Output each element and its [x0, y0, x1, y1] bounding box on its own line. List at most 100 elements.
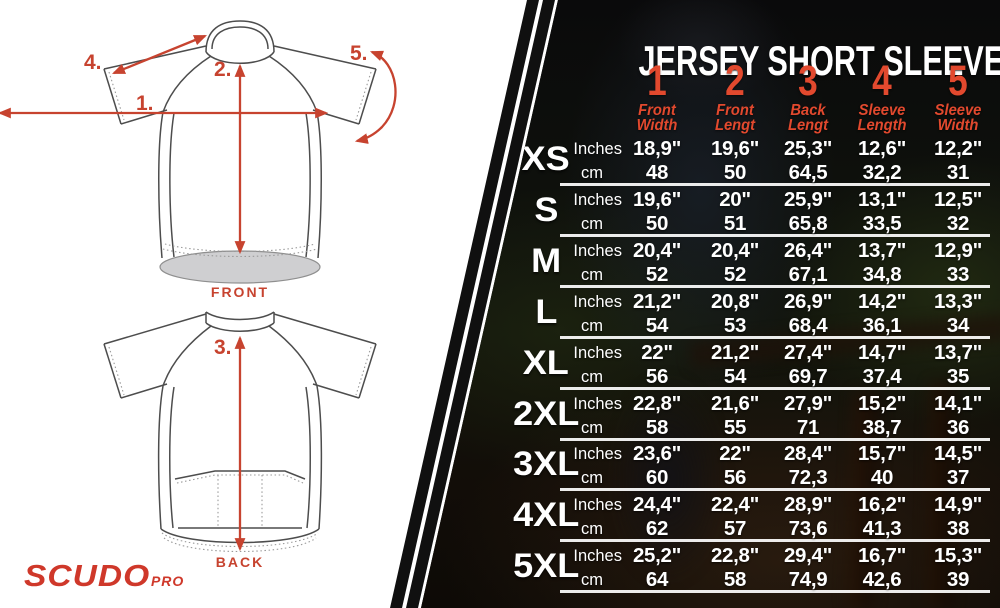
size-row-XS: XS Inches cm 18,9" 48 19,6" 50 25,3" 64,5 12,6… — [421, 136, 1000, 187]
marker-5: 5. — [350, 42, 368, 65]
value-cm: 57 — [723, 517, 747, 540]
value-inches: 28,4" — [783, 442, 833, 465]
size-label: 4XL — [512, 496, 580, 534]
value-cm: 64 — [645, 568, 669, 591]
value-inches: 27,4" — [783, 341, 833, 364]
value-inches: 14,7" — [857, 341, 907, 364]
value-inches: 29,4" — [783, 544, 833, 567]
column-header-3: 3 Back Lengt — [787, 57, 829, 134]
value-cm: 69,7 — [788, 365, 828, 388]
value-inches: 26,9" — [783, 290, 833, 313]
value-cm: 40 — [870, 466, 894, 489]
value-cm: 38 — [946, 517, 970, 540]
chart-title: JERSEY SHORT SLEEVE-MAN — [638, 37, 1000, 85]
value-inches: 13,1" — [857, 188, 907, 211]
value-inches: 22,8" — [632, 392, 682, 415]
size-row-M: M Inches cm 20,4" 52 20,4" 52 26,4" 67,1 13,7"… — [421, 238, 1000, 289]
front-view-label: FRONT — [210, 284, 270, 300]
column-number: 5 — [948, 57, 968, 105]
value-cm: 38,7 — [862, 416, 902, 439]
value-inches: 14,2" — [857, 290, 907, 313]
marker-1: 1. — [136, 92, 154, 115]
value-cm: 60 — [645, 466, 669, 489]
front-measure-arrows — [0, 34, 397, 255]
unit-label-inches: Inches — [573, 547, 622, 565]
value-inches: 19,6" — [710, 137, 760, 160]
unit-label-inches: Inches — [573, 140, 622, 158]
brand-logo-sub: PRO — [150, 573, 185, 589]
value-inches: 12,6" — [857, 137, 907, 160]
value-inches: 13,7" — [857, 239, 907, 262]
back-view-label: BACK — [215, 554, 265, 570]
jersey-outline-drawing — [0, 20, 397, 552]
value-inches: 13,7" — [933, 341, 983, 364]
value-inches: 21,2" — [632, 290, 682, 313]
value-cm: 33 — [946, 263, 970, 286]
size-row-3XL: 3XL Inches cm 23,6" 60 22" 56 28,4" 72,3 15,7"… — [421, 441, 1000, 492]
value-cm: 34,8 — [862, 263, 902, 286]
value-cm: 42,6 — [862, 568, 902, 591]
column-number: 4 — [872, 57, 892, 105]
unit-label-cm: cm — [581, 215, 603, 233]
unit-label-inches: Inches — [573, 242, 622, 260]
value-inches: 12,5" — [933, 188, 983, 211]
marker-3: 3. — [214, 336, 232, 359]
unit-label-inches: Inches — [573, 496, 622, 514]
row-divider — [560, 336, 990, 339]
jersey-front-outline — [103, 20, 377, 259]
jersey-front-hem — [159, 250, 321, 284]
column-header-1: 1 Front Width — [636, 57, 678, 134]
size-label: 3XL — [512, 445, 580, 483]
brand-logo-main: SCUDO — [24, 558, 151, 593]
value-inches: 21,6" — [710, 392, 760, 415]
value-cm: 64,5 — [788, 161, 828, 184]
size-label: M — [530, 242, 562, 280]
value-inches: 25,9" — [783, 188, 833, 211]
unit-label-inches: Inches — [573, 395, 622, 413]
value-inches: 22" — [641, 341, 673, 364]
value-cm: 37,4 — [862, 365, 902, 388]
value-cm: 50 — [645, 212, 669, 235]
size-label: 2XL — [512, 395, 580, 433]
value-inches: 16,7" — [857, 544, 907, 567]
unit-label-cm: cm — [581, 469, 603, 487]
value-inches: 23,6" — [632, 442, 682, 465]
unit-label-inches: Inches — [573, 445, 622, 463]
row-divider — [560, 387, 990, 390]
value-cm: 54 — [723, 365, 747, 388]
value-cm: 56 — [723, 466, 747, 489]
marker-4: 4. — [84, 51, 102, 74]
value-inches: 20,4" — [710, 239, 760, 262]
value-inches: 20" — [719, 188, 751, 211]
value-cm: 55 — [723, 416, 747, 439]
value-inches: 22,4" — [710, 493, 760, 516]
value-inches: 26,4" — [783, 239, 833, 262]
value-cm: 51 — [723, 212, 747, 235]
value-inches: 25,2" — [632, 544, 682, 567]
value-cm: 68,4 — [788, 314, 828, 337]
value-cm: 39 — [946, 568, 970, 591]
value-cm: 34 — [946, 314, 970, 337]
value-cm: 31 — [946, 161, 970, 184]
row-divider — [560, 539, 990, 542]
unit-label-inches: Inches — [573, 344, 622, 362]
marker-2: 2. — [214, 58, 232, 81]
unit-label-cm: cm — [581, 164, 603, 182]
value-inches: 12,2" — [933, 137, 983, 160]
unit-label-cm: cm — [581, 266, 603, 284]
unit-label-cm: cm — [581, 520, 603, 538]
value-inches: 19,6" — [632, 188, 682, 211]
value-inches: 13,3" — [933, 290, 983, 313]
value-cm: 50 — [723, 161, 747, 184]
value-inches: 21,2" — [710, 341, 760, 364]
unit-label-inches: Inches — [573, 293, 622, 311]
size-row-XL: XL Inches cm 22" 56 21,2" 54 27,4" 69,7 14,7" 3… — [421, 340, 1000, 391]
back-stitching-dotted — [108, 346, 372, 552]
value-inches: 15,2" — [857, 392, 907, 415]
value-cm: 32,2 — [862, 161, 902, 184]
value-inches: 25,3" — [783, 137, 833, 160]
unit-label-cm: cm — [581, 419, 603, 437]
row-divider — [560, 183, 990, 186]
